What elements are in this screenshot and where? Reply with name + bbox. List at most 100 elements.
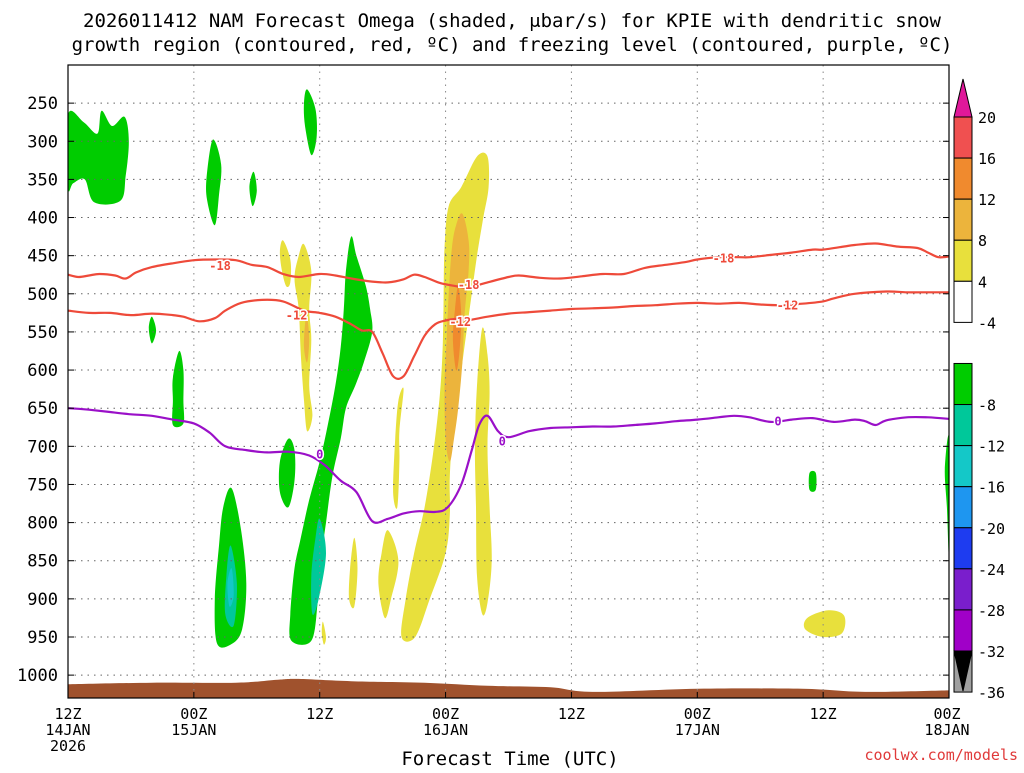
x-tick-label: 00Z	[180, 705, 207, 723]
omega-region	[803, 610, 846, 638]
y-tick-label: 800	[27, 514, 58, 534]
omega-region	[378, 530, 399, 619]
x-tick-label: 18JAN	[924, 721, 969, 739]
colorbar-swatch	[953, 198, 973, 241]
x-tick-label: 12Z	[306, 705, 333, 723]
omega-region	[278, 438, 296, 508]
y-tick-label: 450	[27, 247, 58, 267]
omega-region	[452, 286, 462, 371]
colorbar-label: 12	[978, 191, 996, 209]
omega-region	[294, 243, 313, 432]
colorbar-swatch	[953, 568, 973, 611]
x-tick-label: 2026	[50, 737, 86, 755]
y-tick-label: 600	[27, 361, 58, 381]
x-tick-label: 00Z	[933, 705, 960, 723]
colorbar-label: -4	[978, 314, 996, 332]
contour-line	[68, 242, 949, 289]
x-tick-label: 16JAN	[423, 721, 468, 739]
omega-region	[68, 110, 129, 205]
ground-layer	[68, 678, 949, 698]
ground-band	[68, 678, 949, 698]
omega-region	[311, 518, 327, 615]
y-tick-label: 550	[27, 323, 58, 343]
y-tick-label: 950	[27, 628, 58, 648]
y-tick-label: 900	[27, 590, 58, 610]
contour-label: 0	[499, 434, 506, 448]
colorbar-swatch	[953, 157, 973, 200]
x-tick-label: 15JAN	[171, 721, 216, 739]
contour-label: -18	[713, 251, 735, 265]
omega-region	[289, 236, 373, 645]
y-tick-label: 750	[27, 475, 58, 495]
x-axis-label: Forecast Time (UTC)	[401, 748, 618, 768]
colorbar-label: -20	[978, 520, 1005, 538]
omega-region	[172, 350, 185, 428]
contour-label: 0	[316, 447, 323, 461]
omega-region	[474, 327, 492, 616]
colorbar-label: -24	[978, 561, 1005, 579]
colorbar-label: -8	[978, 397, 996, 415]
colorbar-swatch	[953, 404, 973, 447]
omega-region	[348, 537, 358, 609]
colorbar-arrow-bottom	[953, 650, 973, 692]
colorbar-label: -36	[978, 684, 1005, 702]
colorbar-label: 20	[978, 109, 996, 127]
title-line-2: growth region (contoured, red, ºC) and f…	[72, 34, 953, 56]
contour-label: -12	[286, 309, 308, 323]
y-tick-label: 500	[27, 285, 58, 305]
contour-label: 0	[774, 415, 781, 429]
colorbar-label: 8	[978, 232, 987, 250]
x-tick-label: 17JAN	[675, 721, 720, 739]
title-line-1: 2026011412 NAM Forecast Omega (shaded, μ…	[83, 10, 941, 32]
x-tick-label: 14JAN	[45, 721, 90, 739]
omega-region	[148, 316, 157, 344]
contour-layer: -18 -18 -18 -12 -12 -12 0 0 0	[68, 242, 949, 524]
colorbar: 20 16 12 8 4 -4 -8 -12 -16 -20 -24 -28 -32 -36	[953, 78, 1005, 702]
y-tick-label: 700	[27, 437, 58, 457]
contour-label: -18	[458, 278, 480, 292]
x-tick-label: 00Z	[432, 705, 459, 723]
plot-frame	[67, 64, 950, 699]
colorbar-swatch	[953, 609, 973, 652]
colorbar-label: 16	[978, 150, 996, 168]
omega-shading-layer	[68, 89, 949, 648]
colorbar-label: -28	[978, 602, 1005, 620]
omega-region	[303, 89, 317, 156]
x-tick-label: 00Z	[684, 705, 711, 723]
omega-region	[808, 470, 817, 492]
y-tick-label: 300	[27, 132, 58, 152]
colorbar-swatch	[953, 486, 973, 529]
contour-label: -12	[449, 315, 471, 329]
axes-layer: 250 300 350 400 450 500 550 600 650 700 750 800 850 9…	[17, 94, 970, 755]
colorbar-swatch	[953, 527, 973, 570]
omega-region	[227, 568, 234, 607]
contour-line	[68, 290, 949, 380]
contour-line	[68, 407, 949, 524]
colorbar-swatch	[953, 239, 973, 282]
omega-region	[944, 435, 949, 555]
y-tick-label: 850	[27, 552, 58, 572]
colorbar-swatch	[953, 445, 973, 488]
colorbar-label: 4	[978, 273, 987, 291]
omega-region	[206, 139, 222, 226]
credit-text: coolwx.com/models	[864, 746, 1018, 764]
colorbar-swatch	[953, 116, 973, 159]
y-tick-label: 350	[27, 170, 58, 190]
colorbar-swatch	[953, 280, 973, 323]
grid-layer	[68, 65, 949, 698]
omega-region	[393, 387, 404, 509]
y-tick-label: 650	[27, 399, 58, 419]
y-tick-label: 1000	[17, 666, 58, 686]
contour-label: -18	[209, 259, 231, 273]
y-tick-label: 400	[27, 209, 58, 229]
omega-region	[249, 171, 257, 207]
x-tick-label: 12Z	[54, 705, 81, 723]
x-tick-label: 12Z	[558, 705, 585, 723]
colorbar-swatch	[953, 362, 973, 406]
x-tick-label: 12Z	[810, 705, 837, 723]
colorbar-label: -32	[978, 643, 1005, 661]
colorbar-label: -16	[978, 479, 1005, 497]
